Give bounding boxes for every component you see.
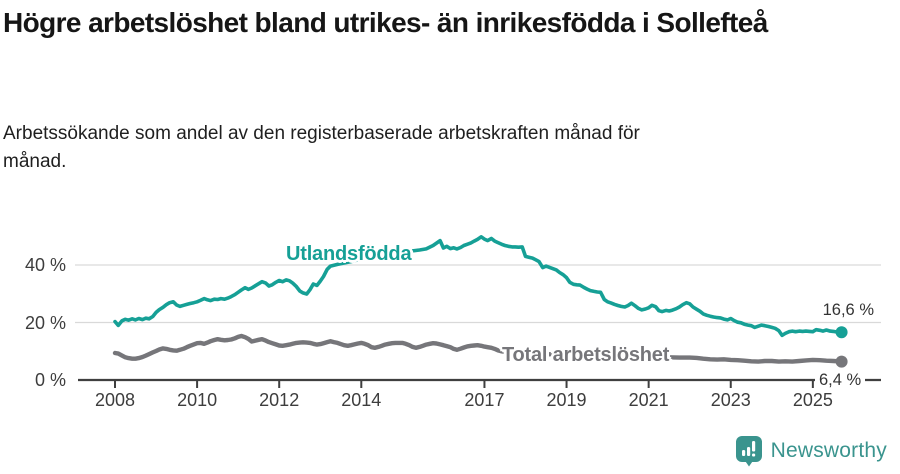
chart-title: Högre arbetslöshet bland utrikes- än inr… bbox=[3, 7, 768, 38]
x-axis-tick-label: 2021 bbox=[628, 390, 669, 410]
series-label-total-arbetsloshet: Total arbetslöshet bbox=[502, 344, 670, 366]
series-line-utlandsfodda bbox=[113, 235, 844, 338]
chart-subtitle: Arbetssökande som andel av den registerb… bbox=[3, 123, 640, 172]
newsworthy-wordmark: Newsworthy bbox=[770, 439, 887, 462]
x-axis-tick-label: 2025 bbox=[792, 390, 833, 410]
x-axis-tick-label: 2010 bbox=[177, 390, 218, 410]
y-axis-tick-label: 20 % bbox=[24, 312, 66, 333]
x-axis-tick-label: 2023 bbox=[710, 390, 751, 410]
x-axis-tick-label: 2012 bbox=[259, 390, 300, 410]
series-end-dot-utlandsfodda bbox=[835, 326, 848, 339]
series-line-total bbox=[112, 333, 844, 364]
series-end-dot-total bbox=[835, 355, 848, 368]
series-label-utlandsfodda: Utlandsfödda bbox=[286, 243, 412, 265]
end-value-label-total: 6,4 % bbox=[815, 371, 866, 390]
x-axis-tick-label: 2014 bbox=[341, 390, 382, 410]
y-axis-tick-label: 40 % bbox=[24, 255, 66, 275]
x-axis-tick-label: 2019 bbox=[546, 390, 587, 410]
y-axis-tick-label: 0 % bbox=[34, 370, 66, 390]
newsworthy-logo: Newsworthy bbox=[735, 435, 887, 467]
end-value-label-utlandsfodda: 16,6 % bbox=[822, 301, 874, 319]
x-axis-tick-label: 2008 bbox=[94, 390, 136, 410]
x-axis-tick-label: 2017 bbox=[464, 390, 505, 410]
bar-chart-speech-bubble-icon bbox=[735, 436, 762, 467]
